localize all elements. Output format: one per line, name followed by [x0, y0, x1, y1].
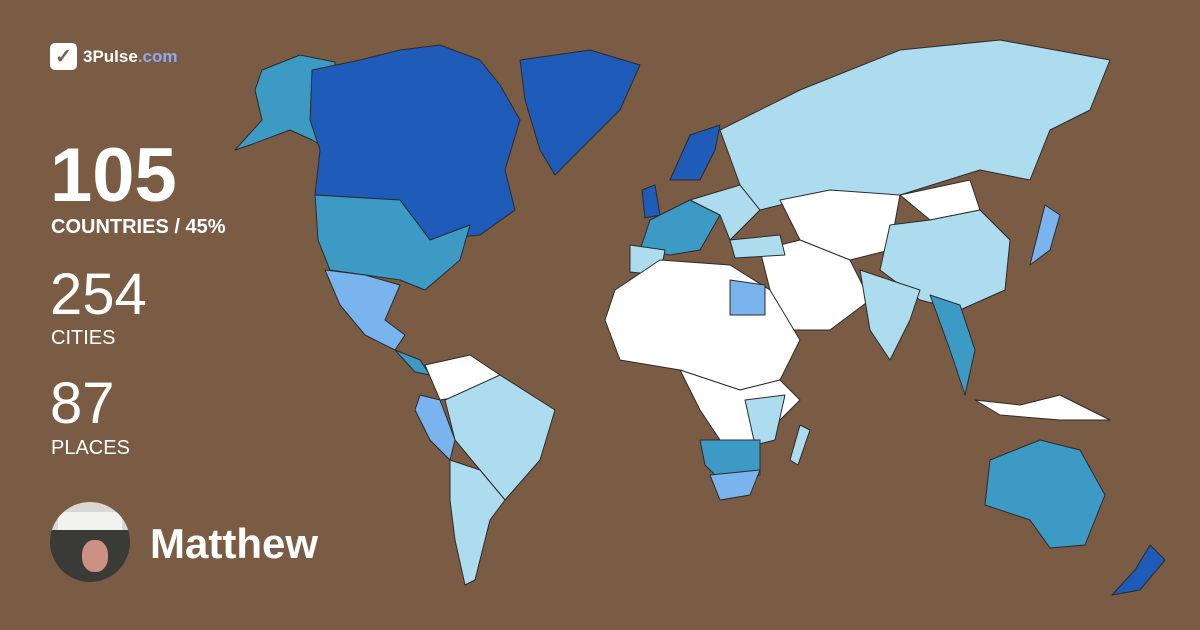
cities-label: CITIES	[51, 327, 116, 349]
region-southern-cone[interactable]	[449, 459, 506, 586]
user-name: Matthew	[150, 520, 318, 567]
brand-name-text: 3Pulse	[83, 46, 138, 66]
region-egypt[interactable]	[729, 279, 766, 316]
avatar-photo-sign	[58, 512, 122, 530]
region-mexico[interactable]	[324, 269, 406, 351]
places-label: PLACES	[51, 437, 130, 459]
region-india[interactable]	[859, 269, 921, 361]
region-scandinavia[interactable]	[669, 124, 721, 181]
brand-name: 3Pulse.com	[83, 47, 178, 67]
checkmark-pulse-icon: ✓	[50, 43, 77, 70]
region-east-africa[interactable]	[744, 394, 786, 446]
region-japan[interactable]	[1029, 204, 1061, 266]
countries-count: 105	[50, 133, 177, 218]
countries-label: COUNTRIES / 45%	[51, 216, 226, 238]
region-china[interactable]	[879, 209, 1011, 311]
region-alaska[interactable]	[234, 54, 336, 151]
region-turkey[interactable]	[729, 234, 786, 259]
region-greenland[interactable]	[519, 49, 641, 176]
region-brazil[interactable]	[444, 374, 556, 501]
region-usa[interactable]	[314, 194, 471, 291]
region-australia[interactable]	[984, 439, 1106, 549]
avatar-face	[82, 540, 108, 572]
region-indonesia[interactable]	[974, 394, 1111, 421]
region-russia[interactable]	[719, 39, 1111, 211]
region-southeast-asia[interactable]	[929, 294, 976, 396]
brand-logo[interactable]: ✓ 3Pulse.com	[50, 43, 178, 70]
region-central-america[interactable]	[394, 349, 431, 376]
cities-count: 254	[50, 262, 147, 327]
region-canada[interactable]	[309, 44, 521, 241]
places-count: 87	[50, 371, 115, 436]
region-madagascar[interactable]	[789, 424, 811, 466]
avatar	[50, 502, 130, 582]
region-uk[interactable]	[641, 184, 661, 219]
region-new-zealand[interactable]	[1111, 544, 1166, 596]
region-south-africa[interactable]	[709, 469, 761, 501]
brand-tld-text: .com	[137, 46, 178, 66]
region-central-europe[interactable]	[689, 184, 761, 241]
